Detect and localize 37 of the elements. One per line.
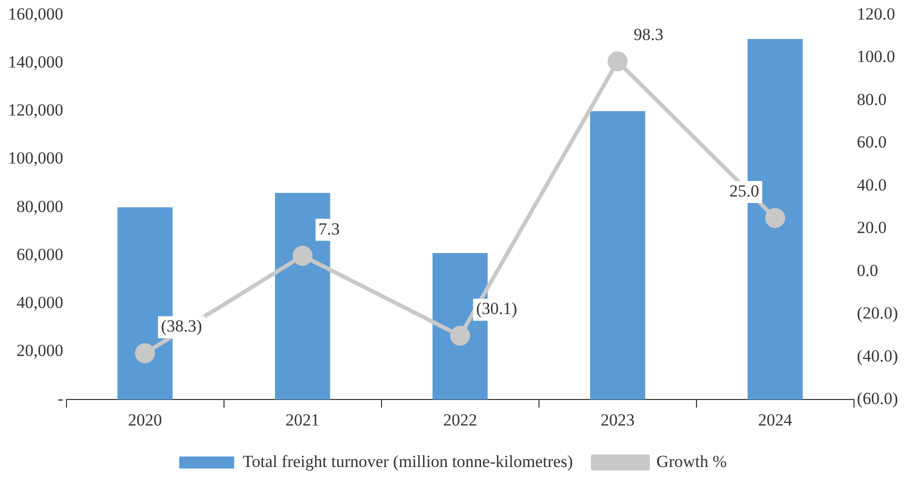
y-tick-label: 120,000 (8, 100, 64, 120)
y2-tick-label: 120.0 (856, 4, 896, 24)
point (450, 326, 470, 346)
point (292, 246, 313, 266)
y2-tick-label: 40.0 (856, 175, 887, 194)
y-tick-label: 40,000 (16, 292, 64, 312)
y2-tick-label: 100.0 (856, 47, 896, 66)
point (608, 51, 628, 72)
legend-label: Growth % (656, 452, 727, 471)
y2-tick-label: (60.0) (856, 389, 898, 408)
data-label: 7.3 (318, 219, 340, 238)
point (765, 208, 786, 228)
y2-tick-label: 20.0 (856, 218, 887, 238)
y-tick-label: 60,000 (16, 244, 64, 264)
data-label: (30.1) (476, 299, 518, 318)
point (135, 343, 156, 364)
y2-tick-label: 60.0 (856, 132, 887, 152)
y-tick-label: 160,000 (8, 4, 64, 24)
y2-tick-label: (40.0) (856, 346, 898, 366)
y-tick-label: - (58, 389, 64, 408)
x-tick-label: 2024 (758, 410, 793, 430)
x-tick-label: 2020 (128, 410, 162, 430)
bar (590, 111, 646, 400)
y2-tick-label: 0.0 (856, 260, 878, 280)
y-tick-label: 100,000 (8, 148, 64, 168)
x-tick-label: 2021 (286, 410, 320, 430)
data-label: (38.3) (161, 316, 202, 336)
x-tick-label: 2023 (600, 410, 635, 430)
y-tick-label: 20,000 (16, 340, 64, 360)
y2-tick-label: (20.0) (856, 304, 898, 323)
y-tick-label: 140,000 (8, 52, 64, 72)
y2-tick-label: 80.0 (856, 90, 887, 109)
legend-label: Total freight turnover (million tonne-kilometres) (242, 452, 573, 471)
data-label: 98.3 (634, 24, 664, 44)
y-tick-label: 80,000 (16, 196, 64, 216)
x-tick-label: 2022 (443, 410, 478, 430)
data-label: 25.0 (729, 181, 760, 200)
